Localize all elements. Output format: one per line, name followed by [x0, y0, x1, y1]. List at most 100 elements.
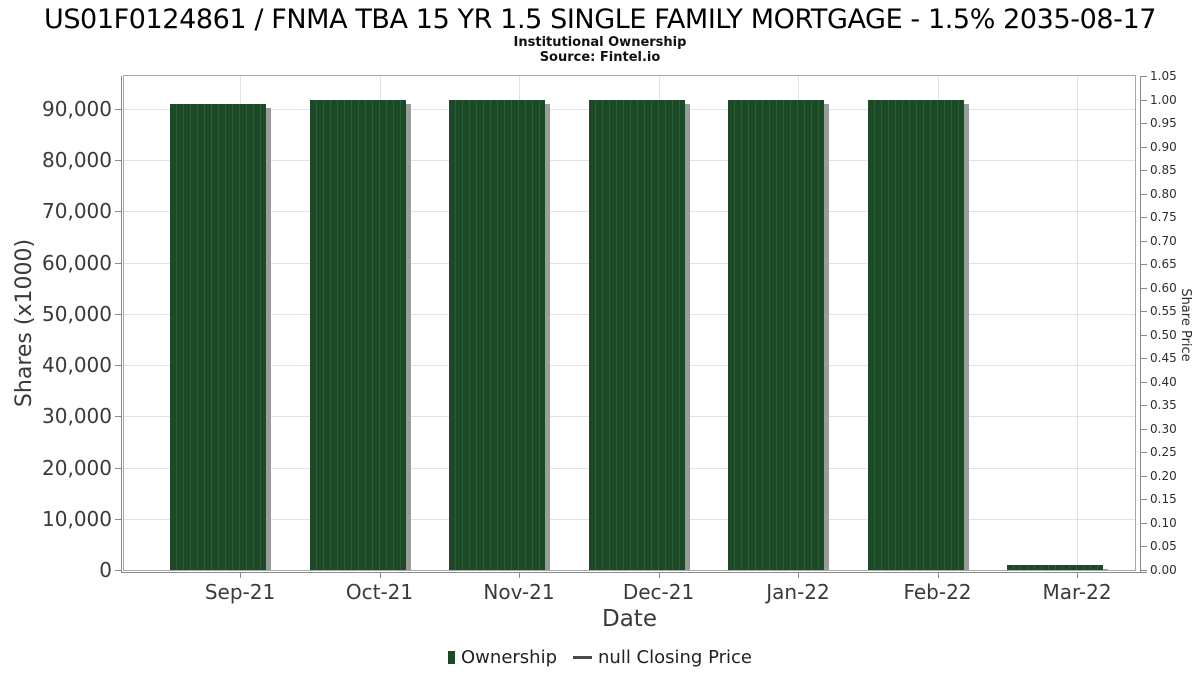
- left-axis-tick: [115, 109, 121, 110]
- x-axis-tick-label: Jan-22: [766, 580, 830, 604]
- x-axis-tick-label: Oct-21: [345, 580, 414, 604]
- right-axis-tick-label: 1.05: [1150, 69, 1177, 83]
- left-axis-tick-label: 70,000: [42, 199, 112, 224]
- right-axis-tick: [1141, 240, 1147, 242]
- ownership-bar-jan-22: [728, 100, 829, 570]
- right-axis-tick-label: 0.40: [1150, 374, 1177, 389]
- left-axis-tick: [115, 365, 121, 367]
- right-axis-tick: [1141, 522, 1147, 524]
- right-axis-tick-label: 0.60: [1150, 280, 1177, 295]
- right-axis-tick: [1141, 546, 1147, 548]
- x-axis-tick: [798, 572, 799, 578]
- ownership-bar-swatch-icon: [448, 650, 456, 664]
- left-axis-tick-label: 80,000: [42, 148, 112, 173]
- right-axis-tick: [1141, 76, 1147, 77]
- bottom-axis-line: [121, 572, 1147, 573]
- right-axis-tick-label: 0.75: [1150, 210, 1177, 225]
- x-axis-tick: [519, 572, 520, 578]
- right-axis-tick-label: 0.20: [1150, 468, 1177, 483]
- left-axis-tick-label: 60,000: [42, 250, 112, 275]
- right-axis-tick: [1141, 475, 1147, 477]
- right-axis-tick: [1141, 193, 1147, 195]
- right-axis-tick-label: 0.30: [1150, 421, 1177, 436]
- chart-subtitle: Institutional Ownership: [513, 35, 687, 50]
- x-axis-tick: [937, 572, 939, 578]
- ownership-bar-nov-21: [449, 100, 550, 570]
- right-axis-tick: [1141, 99, 1147, 101]
- right-axis-tick: [1141, 358, 1147, 360]
- v-gridline: [1077, 76, 1078, 570]
- right-axis-tick-label: 0.85: [1150, 163, 1177, 178]
- right-axis-tick-label: 0.80: [1150, 186, 1177, 201]
- x-axis-title: Date: [602, 606, 657, 632]
- left-axis-tick: [115, 416, 121, 418]
- legend-label-ownership: Ownership: [461, 646, 558, 668]
- legend: Ownership null Closing Price: [0, 644, 1200, 670]
- bar-shadow: [266, 108, 271, 570]
- left-axis-tick: [115, 313, 121, 315]
- ownership-bar-dec-21: [588, 100, 690, 570]
- right-axis-tick: [1141, 381, 1147, 383]
- right-axis-tick: [1141, 287, 1147, 289]
- bar-shadow: [405, 104, 411, 570]
- right-axis-tick: [1141, 217, 1147, 219]
- left-axis-tick: [115, 570, 121, 571]
- right-axis-tick-label: 0.45: [1150, 351, 1177, 366]
- right-axis-tick: [1141, 405, 1147, 407]
- bar-shadow: [684, 104, 690, 570]
- right-axis-tick: [1141, 452, 1147, 454]
- right-axis-tick: [1141, 123, 1147, 125]
- bar-shadow: [824, 104, 829, 570]
- left-axis-tick-label: 50,000: [42, 301, 112, 326]
- chart-title: US01F0124861 / FNMA TBA 15 YR 1.5 SINGLE…: [43, 4, 1157, 35]
- right-axis-tick-label: 1.00: [1150, 92, 1177, 107]
- left-axis-tick-label: 90,000: [42, 97, 112, 121]
- left-axis-tick: [115, 467, 121, 469]
- left-axis-tick: [115, 211, 121, 213]
- right-axis-tick-label: 0.15: [1150, 492, 1177, 507]
- right-axis-tick: [1141, 499, 1147, 501]
- right-axis-tick: [1141, 146, 1147, 148]
- x-axis-tick: [1077, 572, 1078, 578]
- left-axis-tick-label: 10,000: [42, 506, 112, 531]
- x-axis-tick: [658, 572, 660, 578]
- plot-clip-layer: [124, 76, 1135, 570]
- right-axis-tick-label: 0.55: [1150, 304, 1177, 319]
- left-axis-tick: [115, 160, 121, 162]
- bar-shadow: [545, 104, 550, 570]
- plot-area: [123, 75, 1136, 571]
- bar-shadow: [963, 104, 969, 570]
- right-axis-tick: [1141, 170, 1147, 172]
- right-axis-tick-label: 0.50: [1150, 327, 1177, 342]
- chart-source: Source: Fintel.io: [539, 50, 661, 65]
- right-axis-tick: [1141, 264, 1147, 266]
- x-axis-tick-label: Feb-22: [903, 580, 972, 604]
- right-axis-tick-label: 0.95: [1150, 116, 1177, 131]
- ownership-bar-mar-22: [1007, 565, 1108, 570]
- right-axis-tick-label: 0.05: [1150, 539, 1177, 554]
- left-axis-tick: [115, 518, 121, 520]
- x-axis-tick-label: Dec-21: [622, 580, 695, 604]
- x-axis-tick-label: Mar-22: [1042, 580, 1112, 604]
- right-axis-tick: [1141, 334, 1147, 336]
- x-axis-tick: [240, 572, 241, 578]
- right-axis-tick: [1141, 428, 1147, 430]
- right-axis-line: [1140, 76, 1141, 572]
- right-axis-tick-label: 0.70: [1150, 233, 1177, 248]
- right-axis-tick: [1141, 570, 1147, 571]
- left-axis-tick-label: 40,000: [42, 353, 112, 378]
- right-axis-tick-label: 0.10: [1150, 515, 1177, 530]
- right-axis-tick-label: 0.90: [1150, 139, 1177, 154]
- right-axis-tick-label: 0.35: [1150, 398, 1177, 413]
- right-axis-tick-label: 0.25: [1150, 445, 1177, 460]
- bar-shadow: [1103, 569, 1108, 570]
- left-axis-line: [121, 76, 122, 572]
- x-axis-tick-label: Sep-21: [204, 580, 276, 604]
- x-axis-tick-label: Nov-21: [483, 580, 555, 604]
- right-axis-tick-label: 0.65: [1150, 257, 1177, 272]
- x-axis-tick: [379, 572, 381, 578]
- line-dash-icon: [573, 655, 593, 659]
- ownership-bar-feb-22: [867, 100, 969, 570]
- left-axis-tick: [115, 262, 121, 264]
